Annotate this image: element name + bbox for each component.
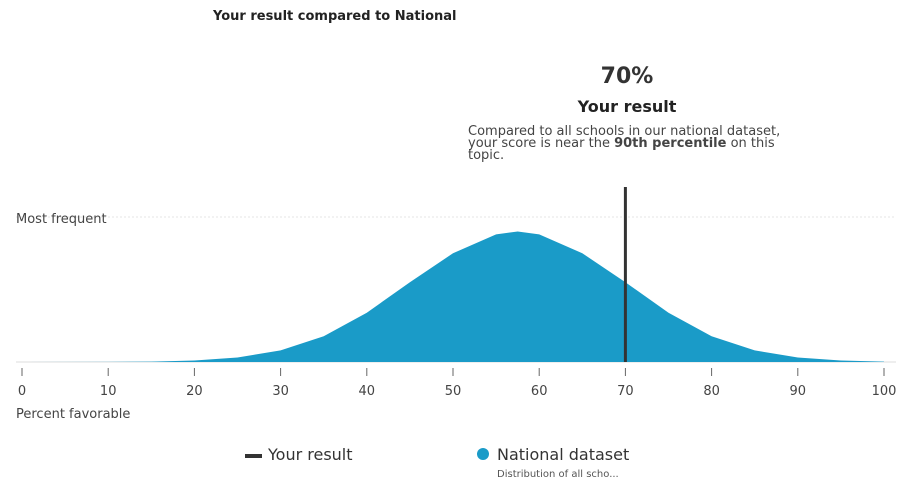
legend-series-swatch [477, 448, 489, 460]
x-tick-label: 70 [617, 384, 634, 399]
x-tick-label: 10 [100, 384, 117, 399]
annotation-part: 90th percentile [614, 136, 727, 151]
annotation-part: on this topic. [468, 136, 775, 163]
x-tick-label: 60 [531, 384, 548, 399]
annotation-title: Your result [577, 97, 677, 116]
x-tick-label: 20 [186, 384, 203, 399]
x-tick-label: 100 [872, 384, 897, 399]
annotation-text: Compared to all schools in our national … [468, 124, 783, 163]
x-tick-label: 40 [359, 384, 376, 399]
density-area [22, 231, 884, 362]
chart-title: Your result compared to National [213, 9, 457, 24]
annotation-part: Compared to all schools in our national … [468, 124, 781, 151]
x-tick-label: 80 [703, 384, 720, 399]
legend-marker: Your result [268, 445, 353, 464]
y-tick-label: Most frequent [16, 212, 107, 227]
legend-series: National dataset [497, 445, 630, 464]
legend-marker-swatch [245, 454, 262, 458]
x-tick-label: 90 [790, 384, 807, 399]
marker-value-label: 70% [600, 64, 654, 89]
x-tick-label: 30 [272, 384, 289, 399]
x-tick-label: 0 [18, 384, 26, 399]
x-axis-label: Percent favorable [16, 407, 131, 422]
x-tick-label: 50 [445, 384, 462, 399]
legend-note: Distribution of all scho... [497, 469, 619, 480]
